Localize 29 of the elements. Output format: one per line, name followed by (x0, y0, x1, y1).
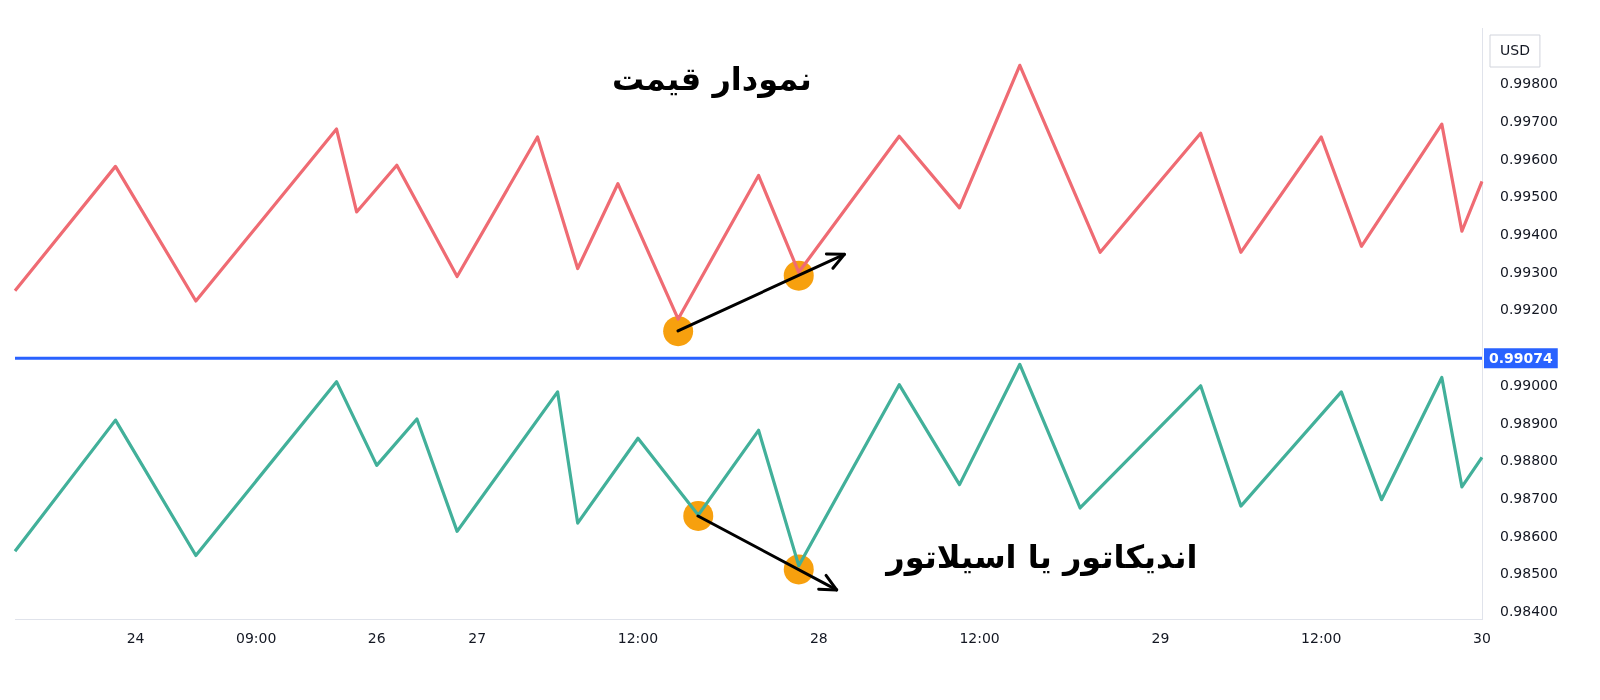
x-tick-label: 12:00 (1301, 630, 1342, 647)
y-tick-label: 0.99300 (1500, 263, 1558, 280)
point (663, 316, 694, 347)
x-tick-label: 12:00 (959, 630, 1000, 647)
ref-line-label: 0.99074 (1489, 349, 1554, 366)
y-tick-label: 0.99600 (1500, 150, 1558, 167)
x-tick-label: 28 (809, 630, 828, 647)
annotation: اندیکاتور یا اسیلاتور (884, 538, 1198, 577)
y-tick-label: 0.99400 (1500, 226, 1558, 243)
text: USD (1500, 41, 1530, 58)
y-tick-label: 0.98900 (1500, 414, 1558, 431)
x-tick-label: 30 (1473, 630, 1491, 647)
x-tick-label: 09:00 (235, 630, 277, 647)
x-tick-label: 27 (468, 630, 487, 647)
y-tick-label: 0.98500 (1500, 565, 1558, 582)
y-tick-label: 0.99700 (1500, 112, 1558, 129)
x-tick-label: 29 (1151, 630, 1170, 647)
y-tick-label: 0.98700 (1500, 489, 1558, 506)
annotation: نمودار قیمت (611, 59, 812, 98)
y-tick-label: 0.99500 (1500, 188, 1558, 205)
y-tick-label: 0.99800 (1500, 75, 1558, 92)
y-tick-label: 0.99000 (1500, 376, 1558, 393)
y-tick-label: 0.98600 (1500, 527, 1558, 544)
x-tick-label: 24 (126, 630, 145, 647)
y-tick-label: 0.98800 (1500, 452, 1558, 469)
y-tick-label: 0.99200 (1500, 301, 1558, 318)
y-tick-label: 0.98400 (1500, 603, 1558, 620)
x-tick-label: 26 (367, 630, 386, 647)
x-tick-label: 12:00 (617, 630, 659, 647)
